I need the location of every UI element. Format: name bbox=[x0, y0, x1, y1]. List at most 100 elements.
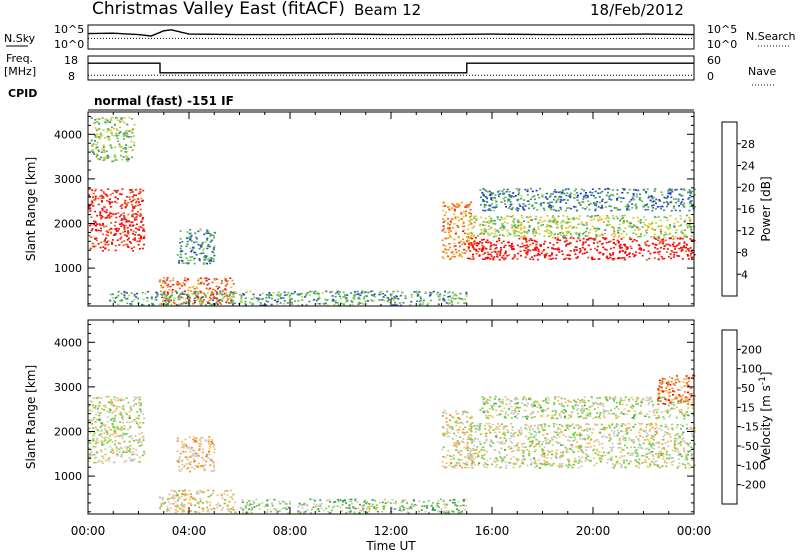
cell bbox=[95, 428, 98, 430]
cell bbox=[645, 435, 648, 438]
cell bbox=[113, 399, 116, 401]
cell bbox=[418, 291, 421, 293]
cell bbox=[188, 302, 191, 305]
cell bbox=[110, 131, 113, 134]
cell bbox=[346, 298, 349, 301]
cell bbox=[124, 234, 127, 236]
cell bbox=[282, 507, 285, 510]
cell bbox=[456, 508, 459, 510]
cell bbox=[207, 508, 210, 511]
cell bbox=[660, 225, 663, 228]
cell bbox=[374, 508, 377, 511]
cell bbox=[598, 454, 601, 457]
cell bbox=[180, 245, 183, 247]
cell bbox=[546, 433, 549, 435]
y-tick-label: 2000 bbox=[54, 217, 82, 230]
cell bbox=[637, 446, 640, 449]
cell bbox=[205, 460, 208, 463]
cell bbox=[453, 222, 456, 225]
cell bbox=[567, 439, 569, 441]
cell bbox=[475, 253, 478, 255]
cell bbox=[286, 294, 289, 296]
cell bbox=[181, 250, 184, 252]
cell bbox=[458, 250, 460, 252]
cell bbox=[512, 245, 515, 248]
cell bbox=[133, 293, 136, 296]
cell bbox=[520, 197, 523, 200]
cell bbox=[261, 292, 264, 295]
cell bbox=[461, 225, 464, 228]
cell bbox=[88, 427, 91, 430]
cell bbox=[519, 224, 522, 226]
cell bbox=[500, 441, 503, 443]
cell bbox=[362, 303, 365, 305]
cell bbox=[96, 411, 99, 414]
cell bbox=[613, 426, 616, 429]
y-tick-label: 3000 bbox=[54, 173, 82, 186]
cell bbox=[649, 463, 652, 466]
cell bbox=[181, 291, 184, 293]
cell bbox=[511, 243, 513, 245]
cell bbox=[265, 296, 268, 299]
cell bbox=[191, 452, 194, 455]
cell bbox=[645, 259, 648, 261]
cell bbox=[538, 467, 541, 469]
cell bbox=[482, 224, 485, 226]
cell bbox=[465, 240, 468, 242]
cell bbox=[474, 431, 477, 433]
cell bbox=[531, 219, 533, 221]
cell bbox=[493, 197, 496, 199]
cell bbox=[575, 446, 577, 448]
cell bbox=[460, 212, 463, 215]
cell bbox=[610, 233, 613, 236]
cell bbox=[202, 252, 205, 254]
cell bbox=[166, 508, 169, 510]
cell bbox=[631, 203, 634, 205]
cell bbox=[489, 244, 492, 247]
cell bbox=[290, 298, 293, 300]
cell bbox=[664, 239, 667, 242]
cell bbox=[197, 292, 200, 295]
cell bbox=[133, 294, 136, 297]
cell bbox=[100, 397, 103, 399]
cell bbox=[612, 252, 615, 254]
cell bbox=[99, 417, 102, 420]
cell bbox=[280, 297, 282, 299]
cell bbox=[454, 421, 457, 423]
cell bbox=[575, 227, 578, 229]
cell bbox=[660, 451, 663, 453]
cell bbox=[458, 255, 461, 257]
cell bbox=[240, 299, 243, 301]
cell bbox=[551, 193, 554, 195]
cell bbox=[198, 302, 201, 305]
cell bbox=[650, 445, 653, 447]
cell bbox=[500, 216, 503, 219]
cell bbox=[288, 500, 291, 503]
cell bbox=[166, 510, 168, 512]
cell bbox=[189, 247, 192, 250]
cell bbox=[318, 510, 321, 512]
cell bbox=[565, 234, 568, 237]
cell bbox=[109, 439, 112, 441]
cell bbox=[111, 160, 114, 163]
cell bbox=[532, 428, 534, 430]
cell bbox=[88, 405, 90, 408]
cell bbox=[91, 145, 94, 147]
cell bbox=[661, 241, 664, 244]
cell bbox=[648, 223, 651, 225]
cell bbox=[111, 116, 114, 119]
cell bbox=[582, 201, 585, 204]
cell bbox=[554, 237, 557, 239]
cell bbox=[455, 445, 458, 447]
cell bbox=[535, 249, 538, 251]
cell bbox=[108, 203, 111, 205]
cell bbox=[203, 491, 206, 493]
cell bbox=[567, 188, 570, 190]
cell bbox=[200, 292, 203, 294]
cell bbox=[512, 192, 515, 194]
cell bbox=[464, 426, 467, 428]
cell bbox=[268, 292, 270, 295]
cell bbox=[630, 238, 633, 240]
cell bbox=[480, 196, 482, 199]
cell bbox=[663, 216, 666, 218]
